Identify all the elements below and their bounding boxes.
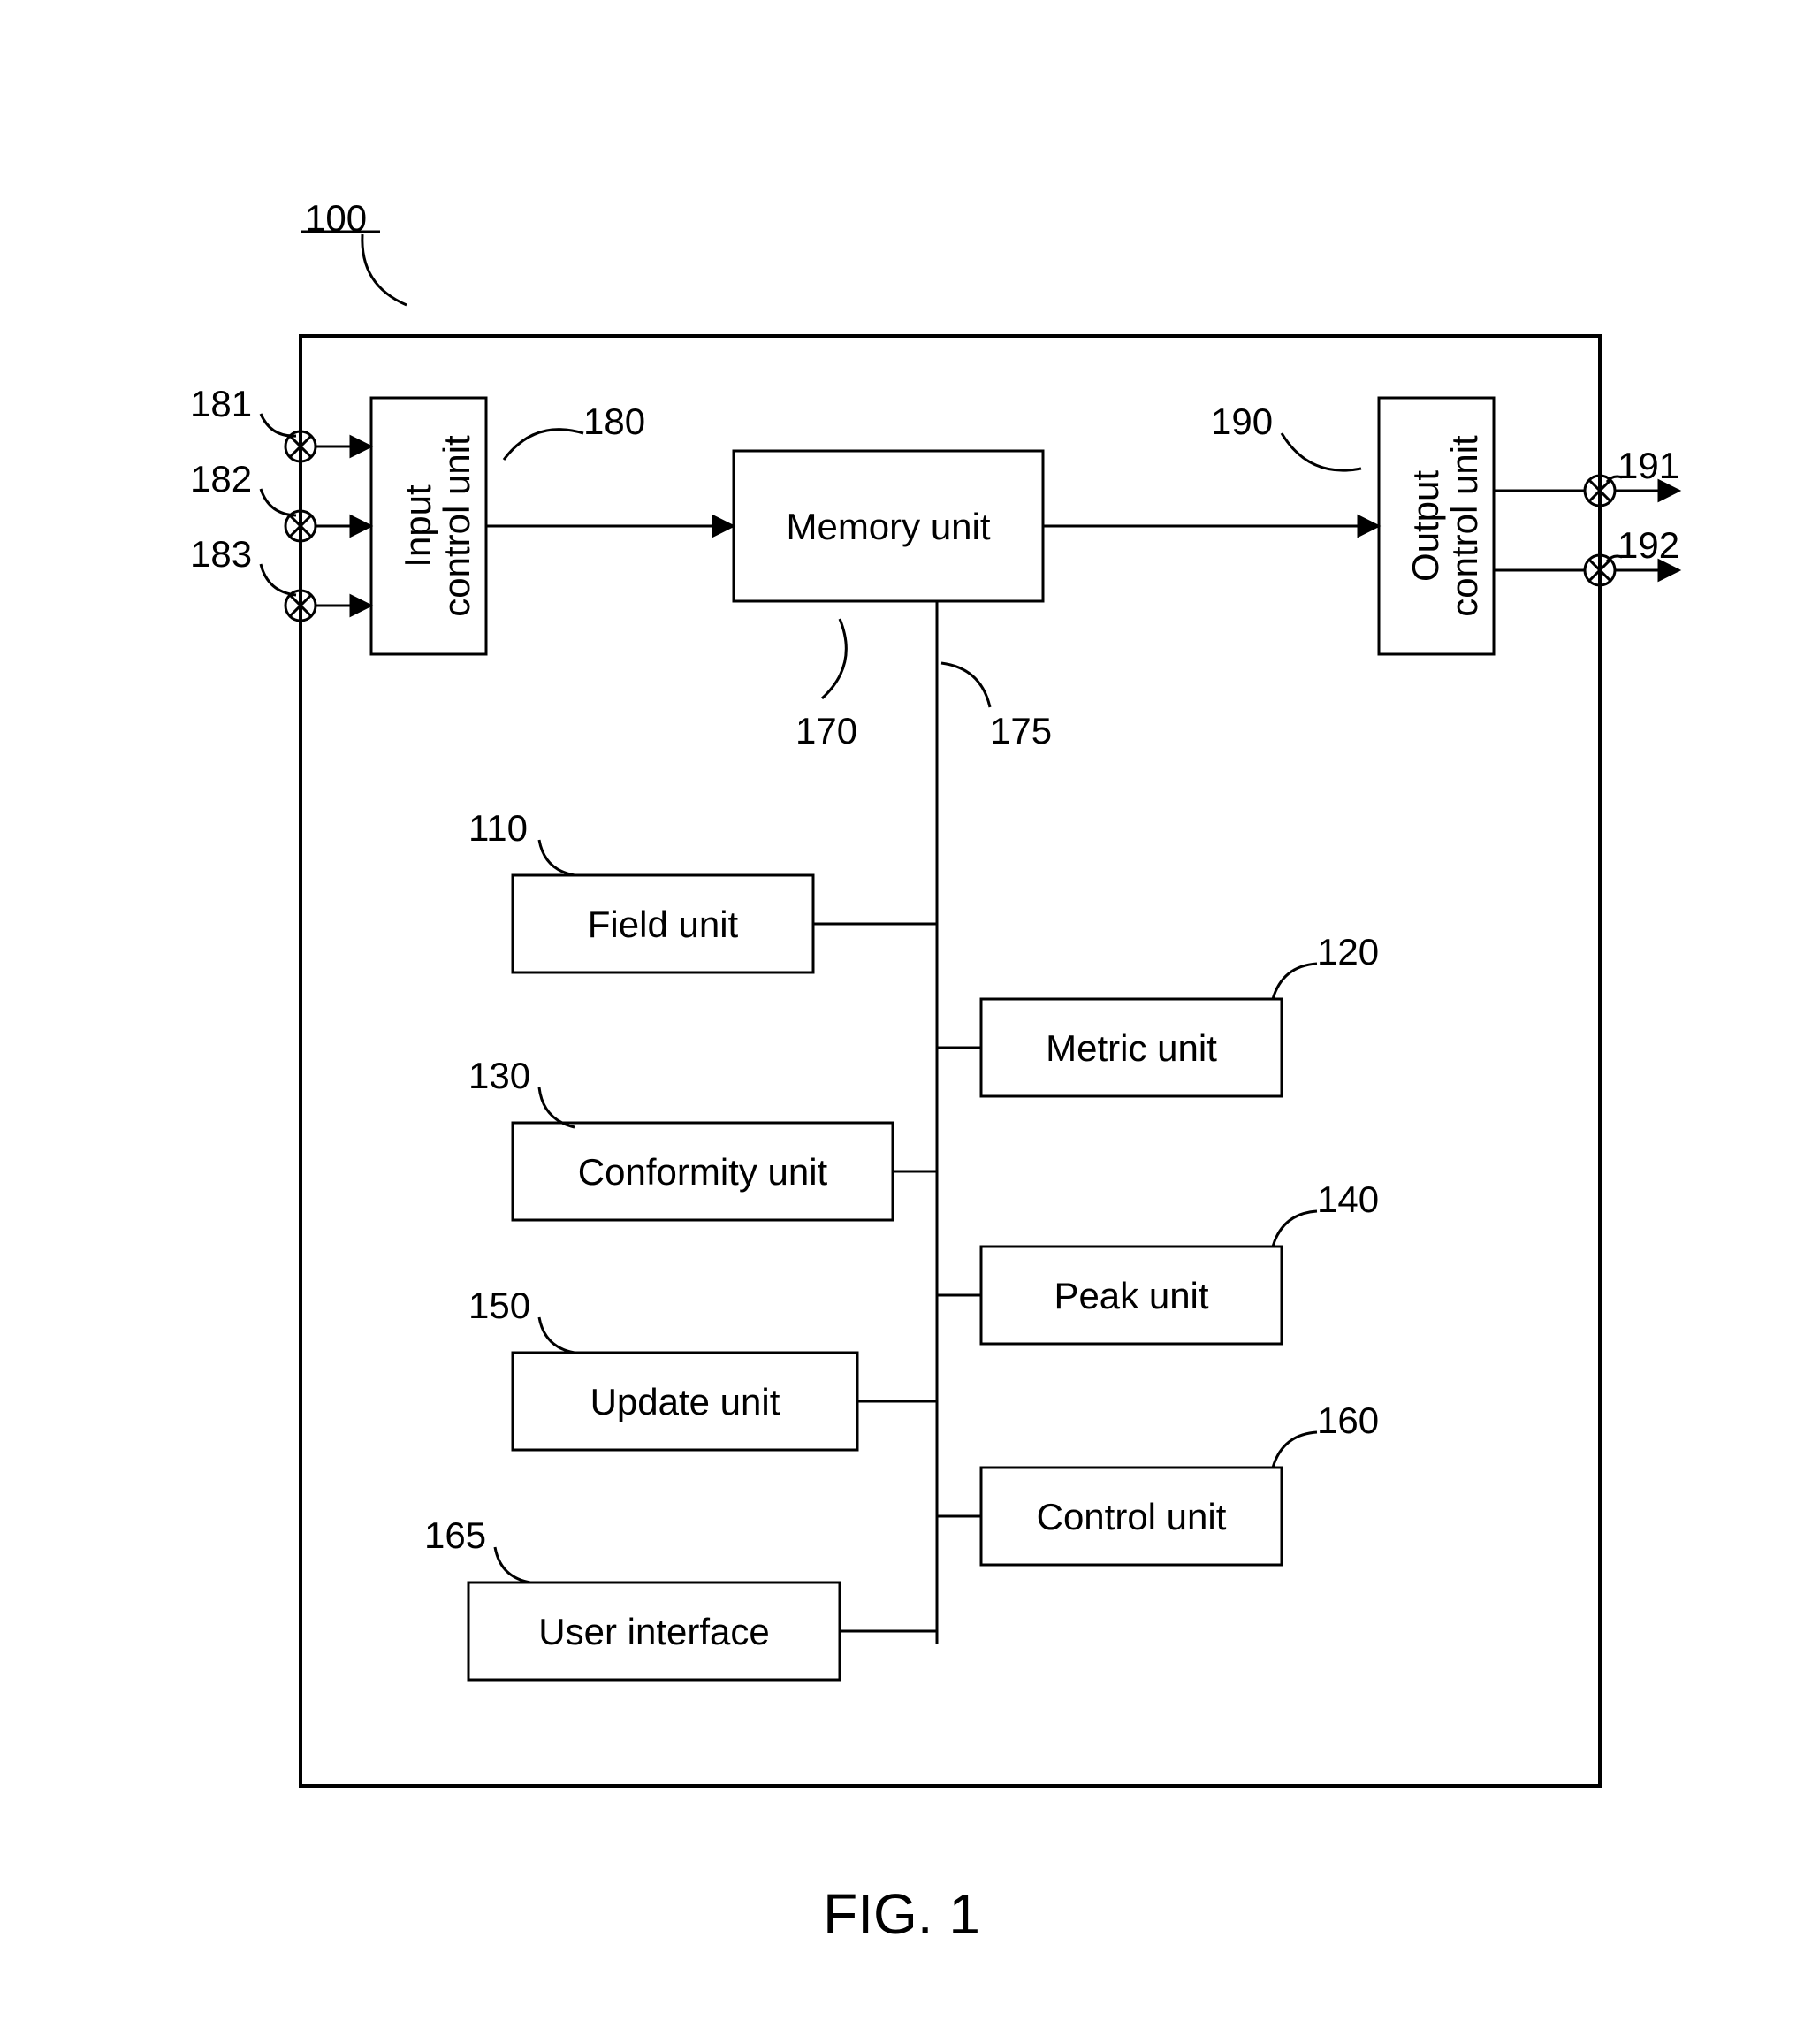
svg-text:120: 120 <box>1317 931 1379 972</box>
peak-block: Peak unit <box>981 1247 1282 1344</box>
svg-text:180: 180 <box>583 400 645 442</box>
svg-text:Control unit: Control unit <box>1037 1496 1227 1537</box>
svg-text:190: 190 <box>1211 400 1273 442</box>
ui-block: User interface <box>468 1583 840 1680</box>
svg-text:control unit: control unit <box>1443 435 1485 617</box>
svg-text:Update unit: Update unit <box>590 1381 780 1422</box>
svg-text:160: 160 <box>1317 1400 1379 1441</box>
svg-text:183: 183 <box>190 533 252 575</box>
svg-text:FIG. 1: FIG. 1 <box>823 1882 980 1946</box>
svg-text:Output: Output <box>1404 470 1446 582</box>
svg-text:192: 192 <box>1618 524 1679 566</box>
svg-text:User interface: User interface <box>538 1611 769 1652</box>
svg-text:110: 110 <box>468 807 528 849</box>
svg-text:191: 191 <box>1618 445 1679 486</box>
output-block: Outputcontrol unit <box>1379 398 1494 654</box>
conformity-block: Conformity unit <box>513 1123 893 1220</box>
memory-block: Memory unit <box>734 451 1043 601</box>
control-block: Control unit <box>981 1468 1282 1565</box>
metric-block: Metric unit <box>981 999 1282 1096</box>
update-block: Update unit <box>513 1353 857 1450</box>
svg-text:Input: Input <box>397 484 438 568</box>
svg-text:Memory unit: Memory unit <box>786 506 990 547</box>
svg-text:175: 175 <box>990 710 1052 751</box>
input-block: Inputcontrol unit <box>371 398 486 654</box>
svg-text:165: 165 <box>424 1514 486 1556</box>
svg-text:150: 150 <box>468 1285 530 1326</box>
svg-text:170: 170 <box>795 710 857 751</box>
svg-text:Conformity unit: Conformity unit <box>578 1151 828 1193</box>
svg-text:182: 182 <box>190 458 252 500</box>
svg-text:control unit: control unit <box>436 435 477 617</box>
svg-text:Field unit: Field unit <box>588 904 739 945</box>
svg-text:Metric unit: Metric unit <box>1046 1027 1217 1069</box>
svg-text:Peak unit: Peak unit <box>1054 1275 1208 1316</box>
svg-text:130: 130 <box>468 1055 530 1096</box>
field-block: Field unit <box>513 875 813 972</box>
svg-text:140: 140 <box>1317 1178 1379 1220</box>
svg-text:181: 181 <box>190 383 252 424</box>
